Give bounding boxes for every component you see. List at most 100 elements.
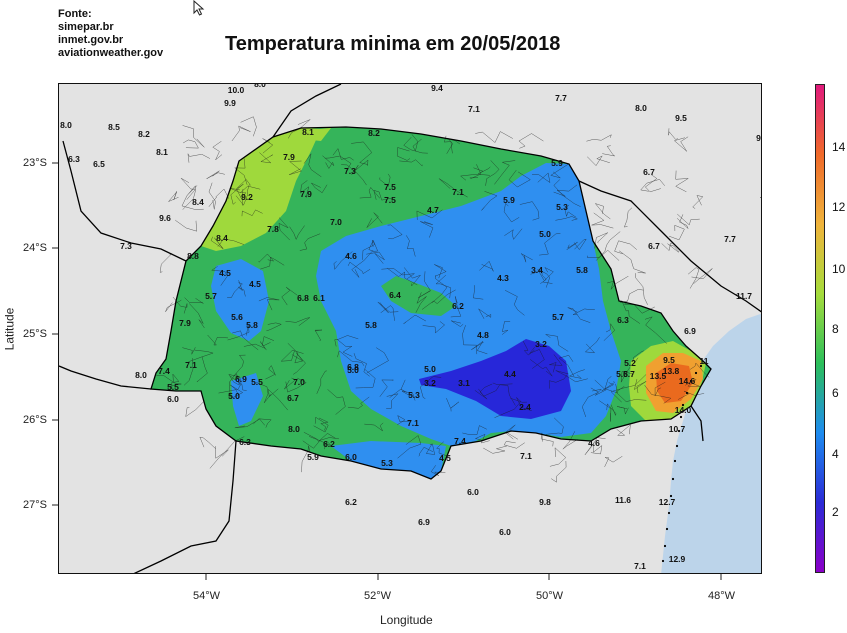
municipal-boundary: [553, 184, 578, 197]
colorbar-tick: 14: [832, 140, 846, 154]
municipal-boundary: [604, 456, 623, 468]
municipal-boundary: [518, 133, 544, 149]
station-value-label: 10.7: [669, 424, 686, 434]
municipal-boundary: [562, 431, 578, 450]
municipal-boundary: [478, 383, 513, 397]
municipal-boundary: [185, 401, 205, 418]
municipal-boundary: [450, 296, 462, 318]
municipal-boundary: [333, 251, 353, 270]
municipal-boundary: [592, 379, 607, 396]
municipal-boundary: [607, 275, 629, 290]
municipal-boundary: [462, 425, 487, 435]
station-value-label: 5.0: [347, 365, 359, 375]
source-line: aviationweather.gov: [58, 47, 164, 59]
isotherm-region-green: [381, 276, 456, 316]
municipal-boundary: [389, 379, 407, 398]
station-value-label: 4.6: [588, 438, 600, 448]
station-value-label: 7.4: [760, 195, 762, 205]
municipal-boundary: [235, 184, 250, 206]
station-value-label: 9.6: [159, 213, 171, 223]
station-value-label: 8.1: [156, 147, 168, 157]
state-borders: [59, 84, 761, 573]
municipal-boundary: [281, 286, 298, 306]
municipal-boundary: [165, 299, 182, 312]
station-value-label: 5.8: [246, 320, 258, 330]
municipal-boundary: [654, 381, 666, 397]
municipal-boundary: [566, 241, 578, 250]
municipal-boundary: [256, 382, 272, 404]
municipal-boundary: [381, 268, 415, 279]
municipal-boundary: [469, 164, 482, 179]
municipal-boundary: [551, 461, 567, 483]
municipal-boundary: [182, 347, 196, 355]
municipal-boundary: [300, 180, 310, 198]
station-value-label: 5.3: [556, 202, 568, 212]
colorbar-tick: 6: [832, 386, 839, 400]
municipal-boundary: [675, 170, 689, 193]
municipal-boundary: [421, 289, 456, 310]
municipal-boundary: [227, 325, 250, 341]
municipal-boundary: [691, 268, 713, 284]
station-value-label: 7.7: [724, 234, 736, 244]
municipal-boundary: [206, 170, 225, 179]
station-value-label: 8.5: [108, 122, 120, 132]
municipal-boundary: [520, 253, 533, 263]
municipal-boundary: [229, 185, 261, 193]
station-values: 10.0 8.0 9.9 9.4 7.1 7.7 8.0 9.5 9.2 8.0 8.5 8.2 8.1…: [60, 84, 762, 573]
station-value-label: 5.6: [616, 369, 628, 379]
municipal-boundary: [545, 417, 564, 435]
station-value-label: 5.9: [307, 452, 319, 462]
municipal-boundary: [564, 204, 577, 218]
municipal-boundary: [241, 209, 263, 217]
municipal-boundary: [184, 297, 204, 304]
mato-grosso-border: [59, 365, 152, 390]
station-value-label: 5.3: [381, 458, 393, 468]
station-value-label: 6.7: [287, 393, 299, 403]
municipal-boundary: [404, 267, 422, 287]
station-value-label: 5.2: [624, 358, 636, 368]
municipal-boundary: [337, 350, 365, 366]
municipal-boundary: [258, 297, 280, 311]
y-tick-label: 23°S: [23, 157, 47, 169]
colorbar-tick: 10: [832, 262, 846, 276]
municipal-boundary: [601, 381, 615, 392]
municipal-boundary: [233, 354, 246, 377]
municipal-boundary: [289, 225, 305, 241]
municipal-boundary: [503, 441, 525, 449]
municipal-boundary: [366, 347, 389, 374]
municipal-boundary: [587, 155, 610, 166]
station-value-label: 6.3: [617, 315, 629, 325]
municipal-boundary: [475, 131, 513, 143]
coastline-dot: [694, 371, 698, 375]
isotherm-region-blue: [331, 441, 446, 479]
municipal-boundary: [508, 169, 531, 188]
municipal-boundary: [474, 433, 490, 444]
station-value-label: 5.7: [623, 369, 635, 379]
municipal-boundary: [397, 415, 411, 426]
municipal-boundary: [189, 303, 205, 329]
station-value-label: 5.5: [167, 382, 179, 392]
municipal-boundary: [572, 308, 595, 315]
station-value-label: 7.1: [452, 187, 464, 197]
station-value-label: 9.8: [539, 497, 551, 507]
municipal-boundary: [172, 296, 188, 314]
station-value-label: 9.2: [241, 192, 253, 202]
station-value-label: 5.8: [576, 265, 588, 275]
municipal-boundary: [620, 367, 634, 383]
municipal-boundary: [187, 153, 211, 163]
municipal-boundary: [387, 224, 403, 240]
station-value-label: 9.9: [224, 98, 236, 108]
station-value-label: 7.3: [120, 241, 132, 251]
station-value-label: 7.3: [344, 166, 356, 176]
map-area[interactable]: 10.0 8.0 9.9 9.4 7.1 7.7 8.0 9.5 9.2 8.0 8.5 8.2 8.1…: [58, 83, 762, 574]
station-value-label: 6.7: [643, 167, 655, 177]
municipal-boundary: [549, 447, 567, 467]
municipal-boundary: [418, 271, 431, 299]
municipal-boundary: [481, 191, 498, 211]
station-value-label: 5.6: [231, 312, 243, 322]
station-value-label: 6.3: [239, 437, 251, 447]
coastline-dot: [685, 391, 689, 395]
station-value-label: 6.2: [345, 497, 357, 507]
municipal-boundary: [324, 155, 352, 171]
station-value-label: 12.7: [659, 497, 676, 507]
